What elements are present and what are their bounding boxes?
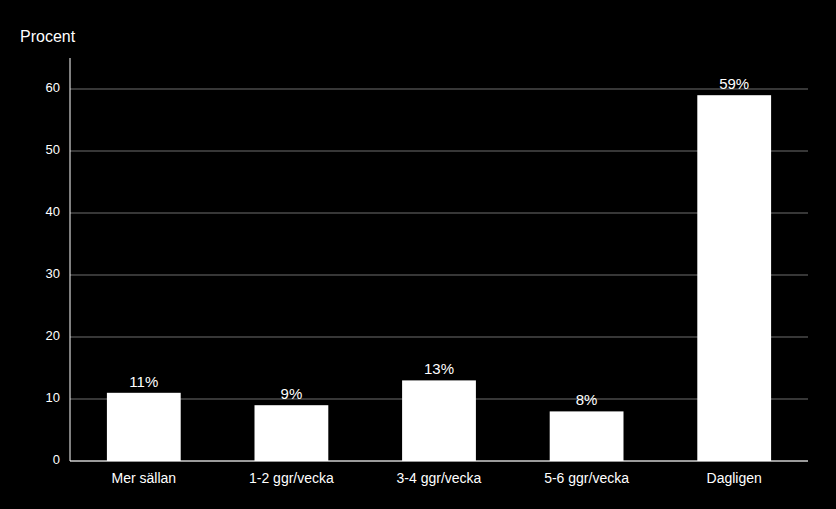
- y-tick-label: 50: [46, 142, 60, 157]
- data-label: 8%: [576, 391, 598, 408]
- bar: [550, 411, 624, 461]
- y-tick-label: 60: [46, 80, 60, 95]
- background: [0, 0, 836, 509]
- y-tick-label: 20: [46, 328, 60, 343]
- grid: [70, 89, 808, 461]
- bar: [697, 95, 771, 461]
- data-label: 11%: [129, 373, 158, 390]
- x-tick-label: 1-2 ggr/vecka: [249, 470, 334, 486]
- bar: [255, 405, 329, 461]
- grid-line: [70, 89, 808, 90]
- bar: [107, 393, 181, 461]
- bars: [107, 95, 771, 461]
- x-tick-label: 5-6 ggr/vecka: [544, 470, 629, 486]
- data-label: 9%: [281, 385, 303, 402]
- chart: 0 10 20 30 40 50 60 11% 9% 13% 8% 59% Mer sällan 1-2 …: [0, 0, 836, 509]
- data-label: 13%: [424, 360, 454, 377]
- chart-container: 0 10 20 30 40 50 60 11% 9% 13% 8% 59% Mer sällan 1-2 …: [0, 0, 836, 509]
- y-tick-label: 30: [46, 266, 60, 281]
- x-tick-label: 3-4 ggr/vecka: [397, 470, 482, 486]
- x-tick-label: Mer sällan: [112, 470, 177, 486]
- y-tick-label: 10: [46, 390, 60, 405]
- y-tick-label: 40: [46, 204, 60, 219]
- y-tick-label: 0: [53, 452, 60, 467]
- data-label: 59%: [719, 75, 749, 92]
- y-axis-line: [70, 58, 71, 461]
- bar: [402, 380, 476, 461]
- y-axis-label: Procent: [20, 28, 76, 45]
- x-tick-label: Dagligen: [707, 470, 762, 486]
